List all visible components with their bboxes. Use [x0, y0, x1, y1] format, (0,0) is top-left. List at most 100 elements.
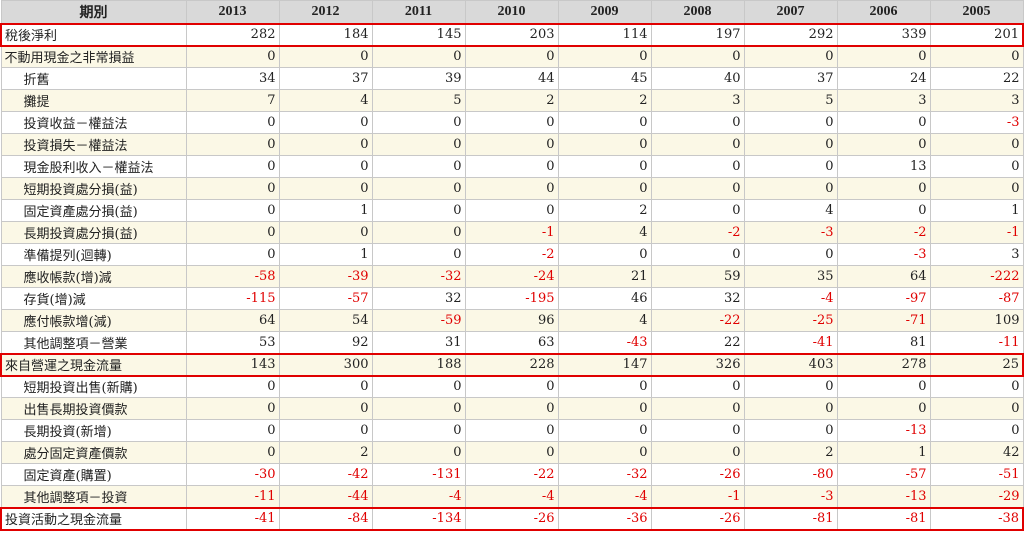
value-cell: 278 [836, 352, 931, 377]
row-label: 準備提列(迴轉) [0, 243, 187, 266]
row-label: 投資活動之現金流量 [0, 506, 187, 531]
table-row: 折舊 34 37 39 44 45 40 37 24 22 [0, 67, 1024, 90]
value-cell: -43 [557, 331, 652, 354]
subtotal-row: 來自營運之現金流量 143 300 188 228 147 326 403 278 25 [0, 352, 1024, 377]
value-cell: 0 [185, 419, 280, 442]
value-cell: 54 [278, 309, 373, 332]
value-cell: -32 [371, 265, 466, 288]
value-cell: -1 [929, 221, 1024, 244]
value-cell: 0 [650, 133, 745, 156]
value-cell: 0 [185, 397, 280, 420]
value-cell: 25 [929, 352, 1024, 377]
value-cell: 37 [278, 67, 373, 90]
table-body: 稅後淨利 282 184 145 203 114 197 292 339 201 不動用現金之非常損… [0, 22, 1024, 531]
value-cell: 0 [464, 133, 559, 156]
value-cell: -57 [278, 287, 373, 310]
table-row: 不動用現金之非常損益 0 0 0 0 0 0 0 0 0 [0, 45, 1024, 68]
value-cell: 64 [836, 265, 931, 288]
value-cell: 0 [557, 243, 652, 266]
table-row: 投資收益－權益法 0 0 0 0 0 0 0 0 -3 [0, 111, 1024, 134]
value-cell: 5 [743, 89, 838, 112]
table-row: 其他調整項－投資 -11 -44 -4 -4 -4 -1 -3 -13 -29 [0, 485, 1024, 508]
value-cell: 0 [650, 155, 745, 178]
value-cell: 96 [464, 309, 559, 332]
period-header: 期別 [0, 0, 187, 24]
value-cell: -4 [743, 287, 838, 310]
value-cell: 3 [929, 243, 1024, 266]
value-cell: -36 [557, 506, 652, 531]
value-cell: 2 [278, 441, 373, 464]
value-cell: 0 [185, 221, 280, 244]
value-cell: 1 [278, 199, 373, 222]
value-cell: -134 [371, 506, 466, 531]
value-cell: -222 [929, 265, 1024, 288]
subtotal-row: 投資活動之現金流量 -41 -84 -134 -26 -36 -26 -81 -81 -38 [0, 506, 1024, 531]
value-cell: 5 [371, 89, 466, 112]
table-row: 出售長期投資價款 0 0 0 0 0 0 0 0 0 [0, 397, 1024, 420]
value-cell: -29 [929, 485, 1024, 508]
value-cell: 0 [464, 177, 559, 200]
table-row: 其他調整項－營業 53 92 31 63 -43 22 -41 81 -11 [0, 331, 1024, 354]
value-cell: 197 [650, 22, 745, 47]
row-label: 折舊 [0, 67, 187, 90]
value-cell: 292 [743, 22, 838, 47]
value-cell: -2 [464, 243, 559, 266]
value-cell: -26 [650, 463, 745, 486]
value-cell: 300 [278, 352, 373, 377]
value-cell: 0 [278, 221, 373, 244]
value-cell: 0 [278, 419, 373, 442]
value-cell: 0 [557, 45, 652, 68]
value-cell: -131 [371, 463, 466, 486]
value-cell: 22 [650, 331, 745, 354]
value-cell: 2 [557, 89, 652, 112]
value-cell: -30 [185, 463, 280, 486]
value-cell: 203 [464, 22, 559, 47]
value-cell: 40 [650, 67, 745, 90]
value-cell: -4 [371, 485, 466, 508]
value-cell: 37 [743, 67, 838, 90]
year-header: 2008 [650, 0, 745, 24]
table-row: 長期投資處分損(益) 0 0 0 -1 4 -2 -3 -2 -1 [0, 221, 1024, 244]
value-cell: 0 [836, 133, 931, 156]
value-cell: 0 [836, 177, 931, 200]
row-label: 現金股利收入－權益法 [0, 155, 187, 178]
value-cell: 3 [650, 89, 745, 112]
value-cell: 0 [278, 111, 373, 134]
value-cell: -42 [278, 463, 373, 486]
value-cell: 0 [650, 243, 745, 266]
row-label: 投資收益－權益法 [0, 111, 187, 134]
row-label: 稅後淨利 [0, 22, 187, 47]
value-cell: 0 [371, 133, 466, 156]
value-cell: -38 [929, 506, 1024, 531]
row-label: 存貨(增)減 [0, 287, 187, 310]
value-cell: 0 [464, 155, 559, 178]
value-cell: 0 [650, 419, 745, 442]
value-cell: -3 [836, 243, 931, 266]
value-cell: 0 [743, 45, 838, 68]
value-cell: 0 [371, 177, 466, 200]
value-cell: 0 [836, 199, 931, 222]
value-cell: -11 [185, 485, 280, 508]
value-cell: -51 [929, 463, 1024, 486]
value-cell: 42 [929, 441, 1024, 464]
value-cell: -41 [185, 506, 280, 531]
value-cell: 59 [650, 265, 745, 288]
value-cell: 0 [929, 419, 1024, 442]
value-cell: -4 [464, 485, 559, 508]
value-cell: -25 [743, 309, 838, 332]
year-header: 2010 [464, 0, 559, 24]
value-cell: -2 [836, 221, 931, 244]
value-cell: 0 [464, 419, 559, 442]
value-cell: 0 [371, 111, 466, 134]
value-cell: 0 [557, 375, 652, 398]
value-cell: 0 [371, 375, 466, 398]
value-cell: -80 [743, 463, 838, 486]
value-cell: 0 [836, 397, 931, 420]
table-row: 固定資產處分損(益) 0 1 0 0 2 0 4 0 1 [0, 199, 1024, 222]
value-cell: 0 [743, 419, 838, 442]
value-cell: 0 [929, 133, 1024, 156]
value-cell: 46 [557, 287, 652, 310]
value-cell: 0 [557, 419, 652, 442]
value-cell: -3 [743, 485, 838, 508]
value-cell: 184 [278, 22, 373, 47]
